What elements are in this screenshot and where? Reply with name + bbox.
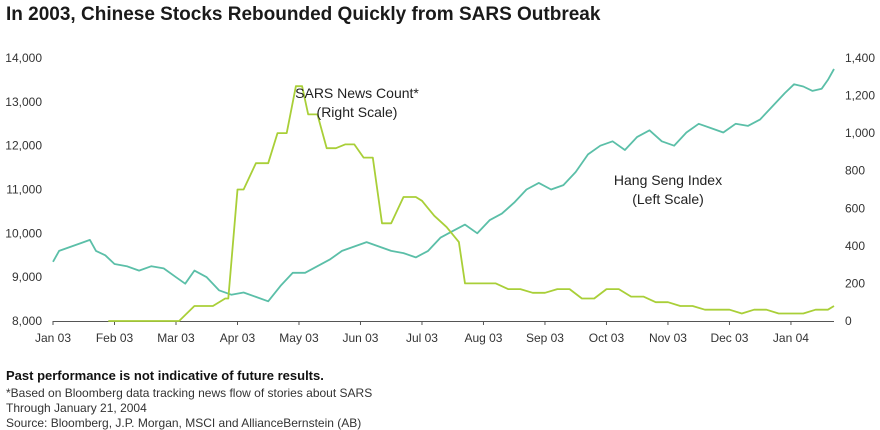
right-tick-label: 1,200 bbox=[845, 89, 875, 103]
x-tick-label: Jun 03 bbox=[342, 331, 378, 345]
right-tick-label: 800 bbox=[845, 164, 865, 178]
right-axis: 0 200 400 600 800 1,000 1,200 1,400 bbox=[845, 51, 875, 328]
right-tick-label: 1,000 bbox=[845, 126, 875, 140]
x-tick-label: Mar 03 bbox=[157, 331, 195, 345]
series-line-hang-seng-index bbox=[52, 68, 835, 303]
footnote-text: *Based on Bloomberg data tracking news f… bbox=[6, 386, 373, 400]
left-tick-label: 13,000 bbox=[5, 95, 42, 109]
series-label: Hang Seng Index bbox=[614, 172, 722, 188]
x-tick-label: Apr 03 bbox=[220, 331, 256, 345]
right-tick-label: 600 bbox=[845, 201, 865, 215]
right-tick-label: 1,400 bbox=[845, 51, 875, 65]
left-tick-label: 8,000 bbox=[12, 314, 42, 328]
right-tick-label: 0 bbox=[845, 314, 852, 328]
left-tick-label: 11,000 bbox=[6, 183, 42, 197]
x-tick-label: Nov 03 bbox=[649, 331, 687, 345]
x-tick-label: Feb 03 bbox=[96, 331, 134, 345]
right-tick-label: 400 bbox=[845, 239, 865, 253]
disclaimer-text: Past performance is not indicative of fu… bbox=[6, 368, 324, 383]
left-tick-label: 9,000 bbox=[12, 270, 42, 284]
right-tick-label: 200 bbox=[845, 276, 865, 290]
x-tick-label: Aug 03 bbox=[464, 331, 502, 345]
x-tick-label: May 03 bbox=[279, 331, 319, 345]
x-tick-label: Dec 03 bbox=[710, 331, 748, 345]
series-labels: Hang Seng Index (Left Scale) SARS News Cou… bbox=[295, 85, 722, 207]
x-tick-label: Oct 03 bbox=[589, 331, 625, 345]
x-tick-label: Jan 04 bbox=[773, 331, 809, 345]
series-label: (Left Scale) bbox=[632, 191, 704, 207]
series-label: SARS News Count* bbox=[295, 85, 419, 101]
series-line-sars-news-count bbox=[108, 85, 835, 322]
x-axis: Jan 03 Feb 03 Mar 03 Apr 03 May 03 Jun 03 Jul … bbox=[35, 321, 834, 345]
left-tick-label: 14,000 bbox=[5, 51, 42, 65]
x-tick-label: Sep 03 bbox=[526, 331, 564, 345]
through-date-text: Through January 21, 2004 bbox=[6, 401, 147, 415]
left-axis: 8,000 9,000 10,000 11,000 12,000 13,000 14,000 bbox=[5, 51, 42, 328]
series-label: (Right Scale) bbox=[317, 104, 398, 120]
left-tick-label: 10,000 bbox=[5, 226, 42, 240]
left-tick-label: 12,000 bbox=[5, 139, 42, 153]
page-title: In 2003, Chinese Stocks Rebounded Quickl… bbox=[6, 4, 601, 25]
source-text: Source: Bloomberg, J.P. Morgan, MSCI and… bbox=[6, 416, 362, 430]
x-tick-label: Jan 03 bbox=[35, 331, 71, 345]
chart: 8,000 9,000 10,000 11,000 12,000 13,000 14,000… bbox=[5, 51, 875, 345]
series-lines bbox=[52, 68, 835, 322]
x-tick-label: Jul 03 bbox=[406, 331, 438, 345]
